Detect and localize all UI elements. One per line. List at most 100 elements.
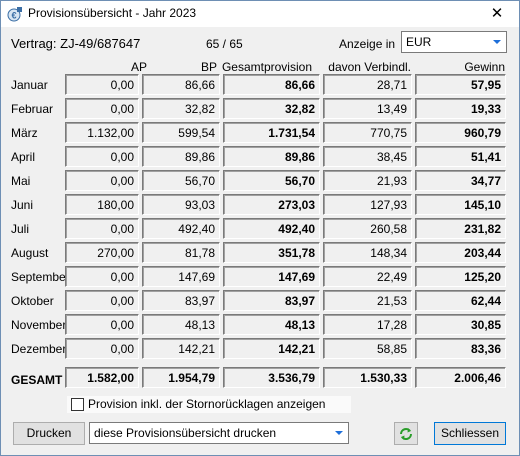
table-cell: 0,00: [65, 98, 139, 119]
total-cell: 1.582,00: [65, 367, 139, 388]
contract-label: Vertrag: ZJ-49/687647: [11, 36, 141, 51]
column-header: Gesamtprovision: [221, 60, 312, 74]
table-cell: 57,95: [415, 74, 506, 95]
table-cell: 147,69: [223, 266, 320, 287]
row-label: März: [11, 126, 38, 140]
print-button[interactable]: Drucken: [13, 422, 85, 445]
app-icon: €: [7, 6, 23, 22]
table-cell: 127,93: [323, 194, 412, 215]
table-cell: 0,00: [65, 338, 139, 359]
column-header: Gewinn: [464, 60, 505, 74]
currency-value: EUR: [406, 35, 432, 49]
print-option-value: diese Provisionsübersicht drucken: [94, 426, 277, 440]
storno-checkbox-label[interactable]: Provision inkl. der Stornorücklagen anze…: [88, 397, 326, 411]
storno-checkbox[interactable]: [71, 398, 84, 411]
column-header: BP: [200, 60, 217, 74]
table-cell: 56,70: [223, 170, 320, 191]
table-cell: 599,54: [142, 122, 220, 143]
total-label: GESAMT: [11, 373, 63, 387]
row-label: April: [11, 150, 36, 164]
table-cell: 22,49: [323, 266, 412, 287]
table-cell: 148,34: [323, 242, 412, 263]
table-cell: 19,33: [415, 98, 506, 119]
refresh-icon: [398, 428, 414, 445]
close-button[interactable]: Schliessen: [434, 422, 506, 445]
row-label: Januar: [11, 78, 48, 92]
table-cell: 34,77: [415, 170, 506, 191]
table-cell: 147,69: [142, 266, 220, 287]
window-title: Provisionsübersicht - Jahr 2023: [28, 6, 197, 20]
row-label: Februar: [11, 102, 54, 116]
table-cell: 0,00: [65, 290, 139, 311]
column-header: AP: [130, 60, 147, 74]
svg-text:€: €: [11, 11, 16, 21]
table-cell: 89,86: [142, 146, 220, 167]
row-label: November: [11, 318, 67, 332]
table-cell: 125,20: [415, 266, 506, 287]
chevron-down-icon[interactable]: [488, 32, 506, 52]
row-label: August: [11, 246, 49, 260]
table-cell: 0,00: [65, 266, 139, 287]
table-cell: 21,93: [323, 170, 412, 191]
storno-option[interactable]: Provision inkl. der Stornorücklagen anze…: [67, 396, 351, 413]
print-option-select[interactable]: diese Provisionsübersicht drucken: [89, 422, 349, 444]
close-window-button[interactable]: ✕: [490, 5, 504, 22]
table-cell: 38,45: [323, 146, 412, 167]
table-cell: 81,78: [142, 242, 220, 263]
table-cell: 13,49: [323, 98, 412, 119]
total-cell: 2.006,46: [415, 367, 506, 388]
refresh-button[interactable]: [394, 422, 418, 445]
table-cell: 203,44: [415, 242, 506, 263]
table-cell: 0,00: [65, 170, 139, 191]
table-cell: 83,97: [142, 290, 220, 311]
column-header: davon Verbindl.: [328, 60, 411, 74]
table-cell: 86,66: [223, 74, 320, 95]
table-cell: 145,10: [415, 194, 506, 215]
table-cell: 89,86: [223, 146, 320, 167]
table-cell: 51,41: [415, 146, 506, 167]
row-label: September: [11, 270, 70, 284]
table-cell: 0,00: [65, 314, 139, 335]
table-cell: 93,03: [142, 194, 220, 215]
table-cell: 0,00: [65, 218, 139, 239]
table-cell: 142,21: [142, 338, 220, 359]
title-bar: € Provisionsübersicht - Jahr 2023 ✕: [1, 1, 519, 27]
table-cell: 28,71: [323, 74, 412, 95]
table-cell: 0,00: [65, 74, 139, 95]
table-cell: 142,21: [223, 338, 320, 359]
table-cell: 273,03: [223, 194, 320, 215]
table-cell: 0,00: [65, 146, 139, 167]
table-cell: 56,70: [142, 170, 220, 191]
row-label: Oktober: [11, 294, 54, 308]
table-cell: 83,36: [415, 338, 506, 359]
table-cell: 770,75: [323, 122, 412, 143]
table-cell: 83,97: [223, 290, 320, 311]
table-cell: 231,82: [415, 218, 506, 239]
table-cell: 260,58: [323, 218, 412, 239]
total-cell: 3.536,79: [223, 367, 320, 388]
table-cell: 30,85: [415, 314, 506, 335]
table-cell: 351,78: [223, 242, 320, 263]
table-cell: 1.132,00: [65, 122, 139, 143]
chevron-down-icon[interactable]: [330, 423, 348, 443]
table-cell: 48,13: [142, 314, 220, 335]
record-counter: 65 / 65: [206, 37, 243, 51]
table-cell: 21,53: [323, 290, 412, 311]
table-cell: 1.731,54: [223, 122, 320, 143]
table-cell: 492,40: [223, 218, 320, 239]
table-cell: 32,82: [223, 98, 320, 119]
table-cell: 180,00: [65, 194, 139, 215]
table-cell: 270,00: [65, 242, 139, 263]
table-cell: 58,85: [323, 338, 412, 359]
table-cell: 492,40: [142, 218, 220, 239]
row-label: Juni: [11, 198, 34, 212]
row-label: Dezember: [11, 342, 67, 356]
row-label: Juli: [11, 222, 30, 236]
table-cell: 17,28: [323, 314, 412, 335]
currency-select[interactable]: EUR: [401, 31, 507, 53]
currency-label: Anzeige in: [339, 37, 396, 51]
total-cell: 1.954,79: [142, 367, 220, 388]
table-cell: 960,79: [415, 122, 506, 143]
table-cell: 48,13: [223, 314, 320, 335]
